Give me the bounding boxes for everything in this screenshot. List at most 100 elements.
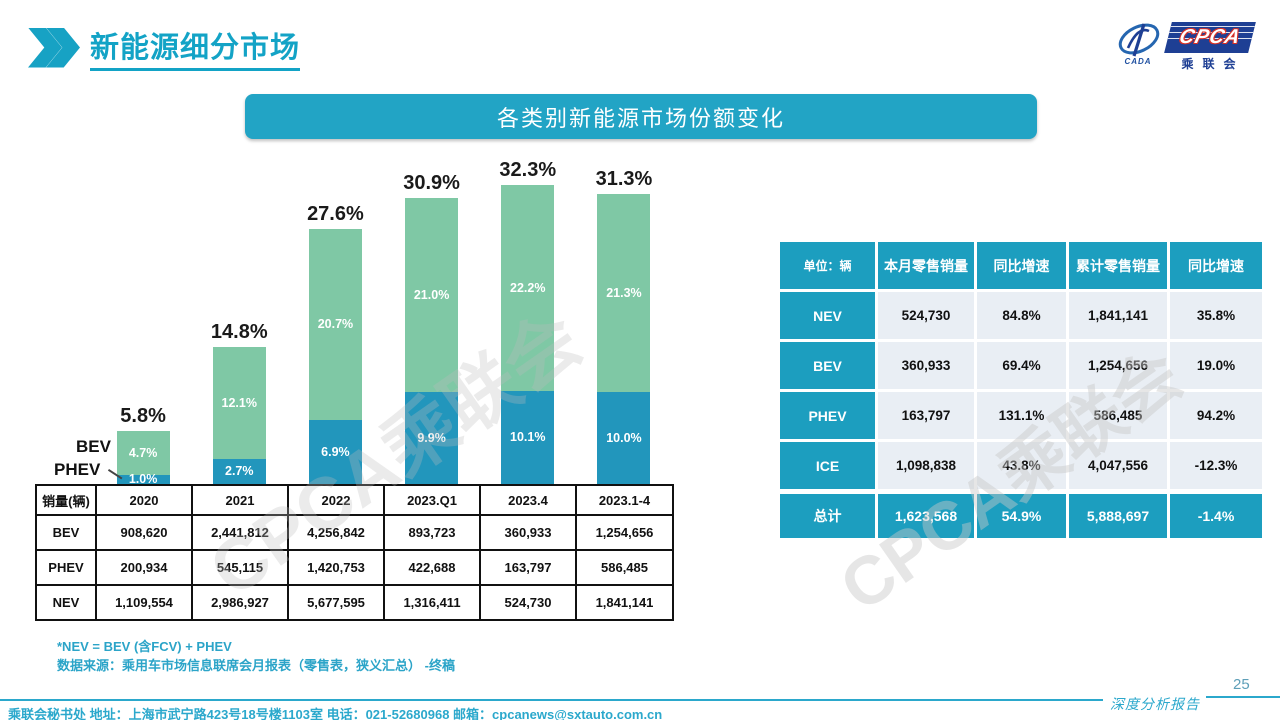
segment-share-label: 10.0%: [606, 430, 642, 445]
footnotes: *NEV = BEV (含FCV) + PHEV 数据来源：乘用车市场信息联席会…: [57, 637, 455, 675]
summary-value-cell: 1,841,141: [1069, 292, 1167, 339]
total-share-label: 30.9%: [403, 172, 460, 195]
value-cell: 1,420,753: [287, 549, 385, 586]
bar-column-2022: 27.6% 20.7% 6.9%: [287, 154, 383, 484]
footer-divider: [0, 699, 1103, 701]
summary-value-cell: 1,254,656: [1069, 342, 1167, 389]
summary-value-cell: 131.1%: [977, 392, 1066, 439]
summary-value-cell: 4,047,556: [1069, 442, 1167, 489]
summary-value-cell: 19.0%: [1170, 342, 1262, 389]
summary-value-cell: 163,797: [878, 392, 974, 439]
summary-total-value: -1.4%: [1170, 494, 1262, 538]
segment-bev: 4.7%: [116, 431, 170, 475]
total-share-label: 14.8%: [210, 321, 268, 344]
summary-value-cell: -12.3%: [1170, 442, 1262, 489]
segment-phev: 1.0%: [116, 473, 170, 485]
value-cell: 893,723: [383, 514, 481, 551]
footnote-data-source: 数据来源：乘用车市场信息联席会月报表（零售表，狭义汇总） -终稿: [57, 658, 455, 673]
summary-value-cell: 94.2%: [1170, 392, 1262, 439]
footer-contact: 乘联会秘书处 地址：上海市武宁路423号18号楼1103室 电话：021-526…: [8, 707, 663, 720]
section-banner: 各类别新能源市场份额变化: [245, 94, 1037, 139]
summary-row-label-nev: NEV: [780, 292, 875, 339]
total-share-label: 5.8%: [120, 405, 166, 428]
sales-table-header-cell: 销量(辆): [35, 484, 97, 516]
page-title: 新能源细分市场: [90, 24, 301, 71]
segment-bev: 21.0%: [405, 198, 459, 393]
segment-share-label: 10.1%: [510, 430, 546, 445]
bar-column-2020: 5.8% 4.7% 1.0%: [95, 154, 191, 485]
total-share-label: 31.3%: [595, 168, 653, 191]
sales-table-row-phev: PHEV 200,934 545,115 1,420,753 422,688 163,79…: [35, 549, 674, 586]
value-cell: 200,934: [95, 549, 193, 586]
summary-total-row: 总计 1,623,568 54.9% 5,888,697 -1.4%: [780, 494, 1262, 538]
market-share-chart: 5.8% 4.7% 1.0% 14.8% 12.1% 2.7% 27.6% 20.7% 6.9%…: [95, 154, 672, 485]
segment-share-label: 20.7%: [317, 317, 354, 332]
total-share-label: 32.3%: [499, 159, 557, 182]
segment-phev: 10.0%: [597, 391, 651, 484]
segment-phev: 9.9%: [405, 392, 459, 484]
segment-share-label: 9.9%: [417, 430, 446, 445]
sales-table-header-cell: 2023.Q1: [383, 484, 481, 516]
sales-table-row-bev: BEV 908,620 2,441,812 4,256,842 893,723 360,9…: [35, 514, 674, 551]
summary-value-cell: 524,730: [878, 292, 974, 339]
value-cell: 545,115: [191, 549, 289, 586]
summary-row-label-phev: PHEV: [780, 392, 875, 439]
value-cell: 1,316,411: [383, 584, 481, 621]
summary-table: 单位：辆 本月零售销量 同比增速 累计零售销量 同比增速 NEV 524,730 84.8% 1…: [780, 242, 1262, 538]
footnote-nev-definition: *NEV = BEV (含FCV) + PHEV: [57, 639, 232, 654]
segment-bev: 20.7%: [308, 228, 362, 421]
sales-table-header-cell: 2021: [191, 484, 289, 516]
summary-value-cell: 1,098,838: [878, 442, 974, 489]
value-cell: 422,688: [383, 549, 481, 586]
value-cell: 524,730: [479, 584, 577, 621]
summary-value-cell: 69.4%: [977, 342, 1066, 389]
bar-column-2023.4: 32.3% 22.2% 10.1%: [480, 154, 576, 484]
sales-table-header-cell: 2023.1-4: [575, 484, 674, 516]
summary-total-value: 54.9%: [977, 494, 1066, 538]
stacked-bar: 20.7% 6.9%: [308, 228, 362, 484]
summary-row-label-bev: BEV: [780, 342, 875, 389]
summary-header-cell: 同比增速: [977, 242, 1066, 289]
summary-grid: 单位：辆 本月零售销量 同比增速 累计零售销量 同比增速 NEV 524,730 84.8% 1…: [780, 242, 1262, 489]
total-share-label: 27.6%: [307, 202, 364, 225]
segment-share-label: 4.7%: [128, 445, 158, 460]
value-cell: 1,254,656: [575, 514, 674, 551]
segment-bev: 12.1%: [212, 347, 266, 460]
segment-share-label: 21.3%: [606, 285, 642, 300]
cpca-logo: CADA CPCA 乘联会: [1114, 22, 1256, 72]
sales-table-header-row: 销量(辆) 2020 2021 2022 2023.Q1 2023.4 2023.1-4: [35, 484, 674, 516]
row-label-cell: BEV: [35, 514, 97, 551]
legend-phev-label: PHEV: [54, 460, 101, 479]
segment-bev: 21.3%: [597, 194, 651, 392]
summary-total-value: 5,888,697: [1069, 494, 1167, 538]
value-cell: 4,256,842: [287, 514, 385, 551]
slide-header: 新能源细分市场: [28, 24, 301, 71]
value-cell: 1,841,141: [575, 584, 674, 621]
segment-share-label: 22.2%: [510, 280, 546, 295]
segment-phev: 2.7%: [212, 459, 266, 484]
segment-share-label: 21.0%: [413, 288, 450, 303]
row-label-cell: NEV: [35, 584, 97, 621]
value-cell: 2,986,927: [191, 584, 289, 621]
value-cell: 2,441,812: [191, 514, 289, 551]
cpca-flag-shape: CPCA: [1164, 22, 1256, 53]
summary-header-cell: 同比增速: [1170, 242, 1262, 289]
stacked-bar: 4.7% 1.0%: [116, 431, 170, 485]
cada-ellipse-icon: [1118, 23, 1160, 57]
sales-table-header-cell: 2022: [287, 484, 385, 516]
summary-value-cell: 586,485: [1069, 392, 1167, 439]
segment-phev: 6.9%: [308, 420, 362, 484]
summary-value-cell: 84.8%: [977, 292, 1066, 339]
cpca-acronym: CPCA: [1177, 26, 1244, 48]
report-type-label: 深度分析报告: [1110, 697, 1200, 713]
value-cell: 360,933: [479, 514, 577, 551]
segment-share-label: 2.7%: [225, 464, 254, 479]
segment-share-label: 12.1%: [221, 395, 257, 410]
segment-share-label: 6.9%: [321, 444, 350, 459]
summary-row-label-ice: ICE: [780, 442, 875, 489]
bar-column-2023.Q1: 30.9% 21.0% 9.9%: [384, 154, 480, 484]
value-cell: 163,797: [479, 549, 577, 586]
page-number: 25: [1233, 676, 1250, 693]
stacked-bar: 21.3% 10.0%: [597, 194, 651, 484]
